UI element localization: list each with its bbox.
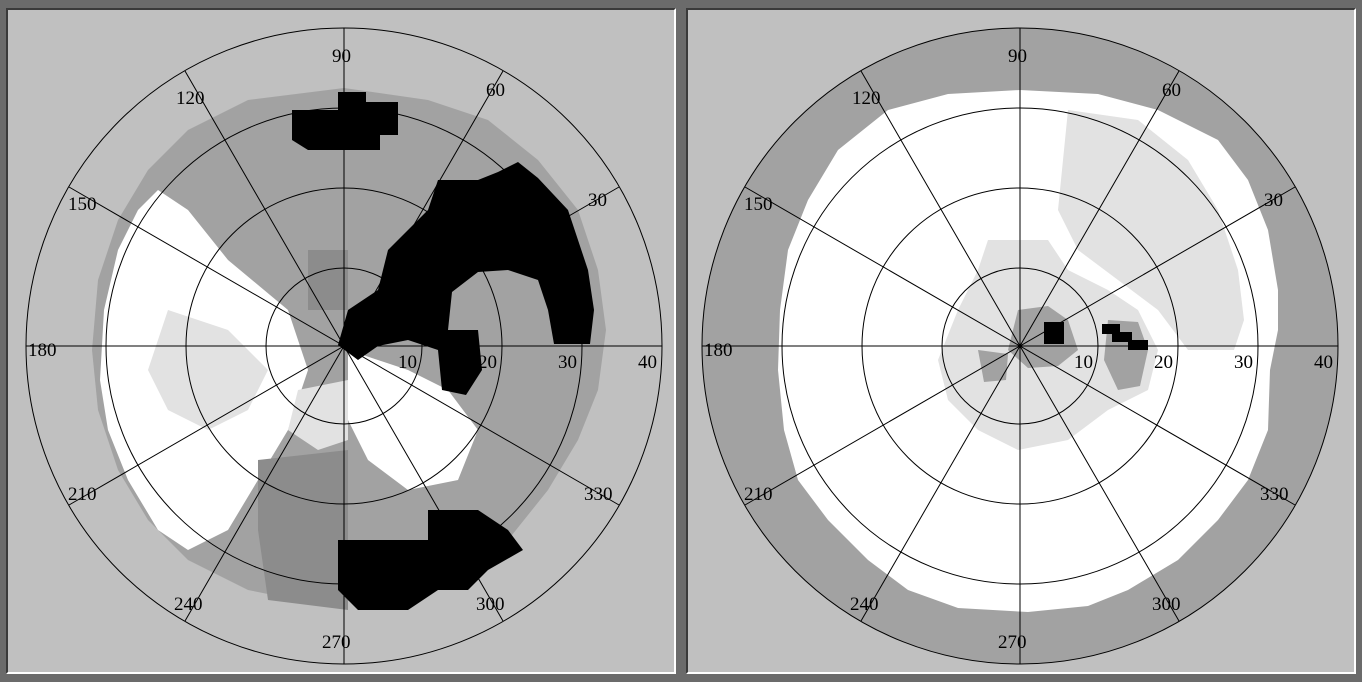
- label-r40: 40: [1314, 352, 1333, 373]
- label-300: 300: [476, 594, 505, 615]
- left-labels: 90 60 30 180 150 120 210 240 270 300 330…: [28, 46, 657, 653]
- right-field-panel: 90 60 30 180 150 120 210 240 270 300 330…: [686, 8, 1356, 674]
- label-60: 60: [1162, 80, 1181, 101]
- label-r20: 20: [1154, 352, 1173, 373]
- label-r30: 30: [1234, 352, 1253, 373]
- zone-dark-lower: [258, 450, 348, 610]
- label-330: 330: [584, 484, 613, 505]
- right-polar-grid: [701, 27, 1339, 665]
- label-120: 120: [176, 88, 205, 109]
- label-300: 300: [1152, 594, 1181, 615]
- label-60: 60: [486, 80, 505, 101]
- zone-mid-gray-center: [1008, 306, 1078, 368]
- label-r40: 40: [638, 352, 657, 373]
- label-90: 90: [332, 46, 351, 67]
- label-240: 240: [174, 594, 203, 615]
- zone-light-left: [148, 310, 268, 430]
- label-330: 330: [1260, 484, 1289, 505]
- scotoma-bottom: [338, 510, 523, 610]
- zone-light-center: [288, 380, 348, 450]
- scotoma-top: [292, 92, 398, 150]
- left-field-chart: 90 60 30 180 150 120 210 240 270 300 330…: [25, 27, 663, 665]
- label-150: 150: [744, 194, 773, 215]
- label-150: 150: [68, 194, 97, 215]
- left-polar-grid: [25, 27, 663, 665]
- label-240: 240: [850, 594, 879, 615]
- label-270: 270: [998, 632, 1027, 653]
- label-270: 270: [322, 632, 351, 653]
- label-120: 120: [852, 88, 881, 109]
- left-field-defect-map: [92, 88, 606, 610]
- scotoma-center: [1044, 322, 1064, 344]
- label-210: 210: [68, 484, 97, 505]
- label-90: 90: [1008, 46, 1027, 67]
- scotoma-arc: [338, 162, 594, 395]
- label-210: 210: [744, 484, 773, 505]
- label-180: 180: [704, 340, 733, 361]
- label-30: 30: [588, 190, 607, 211]
- label-r10: 10: [1074, 352, 1093, 373]
- zone-dark-upper: [308, 250, 348, 310]
- label-r20: 20: [478, 352, 497, 373]
- axis-150-330: [744, 186, 1296, 506]
- label-r10: 10: [398, 352, 417, 373]
- zone-light-upper-right: [1058, 110, 1244, 350]
- right-field-chart: 90 60 30 180 150 120 210 240 270 300 330…: [701, 27, 1339, 665]
- zone-white-center: [348, 350, 478, 490]
- label-r30: 30: [558, 352, 577, 373]
- zone-mid-gray-left: [978, 350, 1008, 382]
- scotoma-right: [1102, 324, 1148, 350]
- label-30: 30: [1264, 190, 1283, 211]
- right-field-defect-map: [702, 28, 1338, 664]
- axis-150-330: [68, 186, 620, 506]
- right-labels: 90 60 30 180 150 120 210 240 270 300 330…: [704, 46, 1333, 653]
- left-field-panel: 90 60 30 180 150 120 210 240 270 300 330…: [6, 8, 676, 674]
- label-180: 180: [28, 340, 57, 361]
